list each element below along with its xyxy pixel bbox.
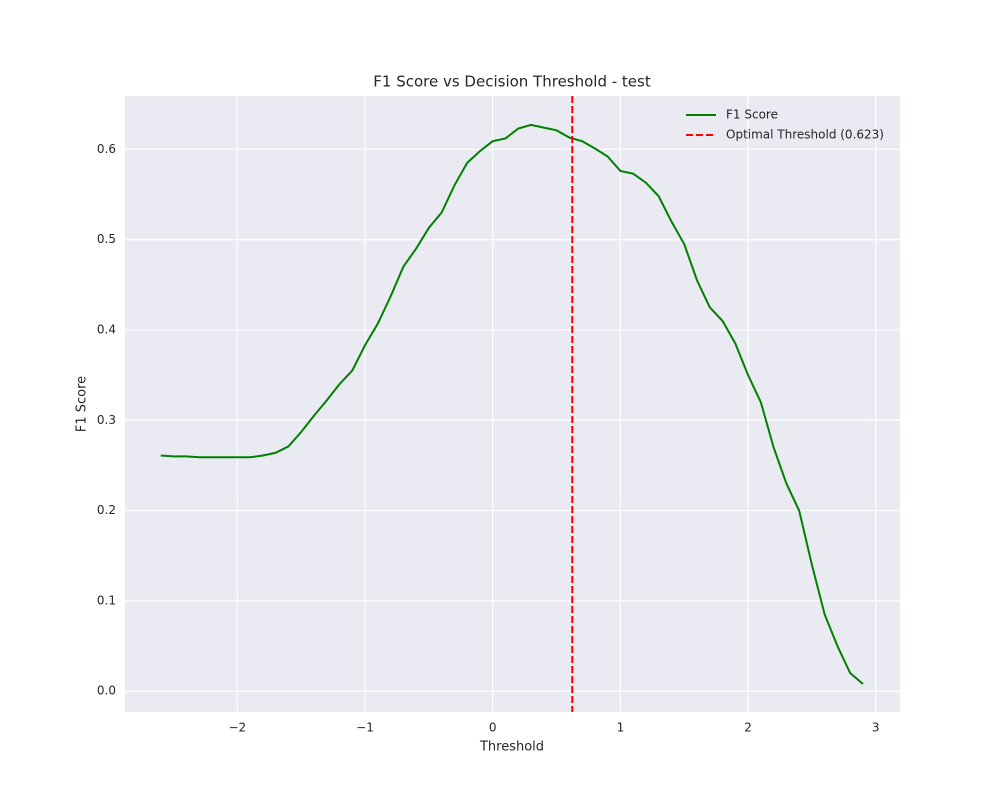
x-tick-label: 2 bbox=[744, 721, 752, 735]
legend-label: Optimal Threshold (0.623) bbox=[726, 128, 884, 142]
y-tick-label: 0.3 bbox=[97, 413, 116, 427]
x-tick-label: 1 bbox=[617, 721, 625, 735]
x-axis-label: Threshold bbox=[479, 740, 544, 755]
chart-title: F1 Score vs Decision Threshold - test bbox=[373, 73, 651, 91]
x-tick-label: 3 bbox=[872, 721, 880, 735]
f1-line bbox=[160, 123, 864, 685]
y-tick-label: 0.6 bbox=[97, 142, 116, 156]
y-tick-label: 0.2 bbox=[97, 503, 116, 517]
plot-area bbox=[125, 96, 900, 712]
y-tick-label: 0.5 bbox=[97, 232, 116, 246]
y-tick-label: 0.4 bbox=[97, 322, 116, 336]
x-tick-label: −1 bbox=[356, 721, 374, 735]
y-tick-label: 0.0 bbox=[97, 684, 116, 698]
y-tick-label: 0.1 bbox=[97, 593, 116, 607]
x-tick-label: 0 bbox=[489, 721, 497, 735]
y-axis-label: F1 Score bbox=[75, 376, 90, 432]
x-tick-label: −2 bbox=[229, 721, 247, 735]
legend-label: F1 Score bbox=[726, 108, 778, 122]
